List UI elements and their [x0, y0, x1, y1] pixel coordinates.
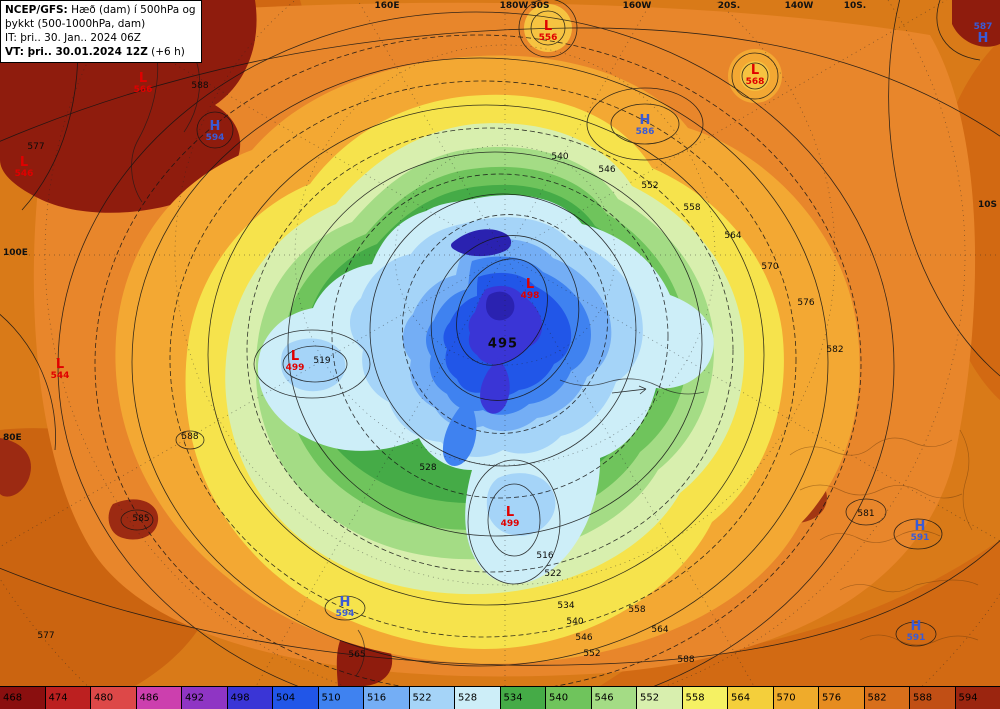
colorbar-cell: 528 [454, 687, 500, 709]
colorbar-cell: 582 [863, 687, 909, 709]
map-title: NCEP/GFS: Hæð (dam) í 500hPa og [5, 3, 196, 17]
colorbar-cell: 492 [181, 687, 227, 709]
colorbar-cell: 588 [909, 687, 955, 709]
colorbar-value: 540 [549, 692, 569, 704]
colorbar-value: 468 [3, 692, 23, 704]
map-subtitle: þykkt (500-1000hPa, dam) [5, 18, 146, 30]
colorbar-value: 588 [913, 692, 933, 704]
colorbar-cell: 552 [636, 687, 682, 709]
colorbar-cell: 516 [363, 687, 409, 709]
colorbar-cell: 498 [226, 687, 272, 709]
colorbar-cell: 558 [681, 687, 727, 709]
colorbar-cell: 474 [44, 687, 90, 709]
colorbar-value: 492 [185, 692, 205, 704]
colorbar-value: 546 [594, 692, 614, 704]
colorbar-value: 564 [731, 692, 751, 704]
colorbar-cell: 576 [818, 687, 864, 709]
colorbar: 468 474 480 486 492 498 504 510 516 522 528 534 540 5… [0, 686, 1000, 709]
colorbar-value: 594 [958, 692, 978, 704]
colorbar-cell: 570 [772, 687, 818, 709]
colorbar-cell: 564 [727, 687, 773, 709]
weather-map [0, 0, 1000, 686]
colorbar-value: 516 [367, 692, 387, 704]
colorbar-value: 522 [412, 692, 432, 704]
colorbar-cell: 534 [499, 687, 545, 709]
colorbar-cell: 480 [90, 687, 136, 709]
colorbar-cell: 510 [317, 687, 363, 709]
colorbar-value: 474 [48, 692, 68, 704]
colorbar-value: 486 [139, 692, 159, 704]
valid-time-main: VT: þri.. 30.01.2024 12Z [5, 46, 148, 58]
terrain-lines [789, 429, 979, 646]
colorbar-value: 558 [685, 692, 705, 704]
colorbar-value: 576 [822, 692, 842, 704]
title-text: Hæð (dam) í 500hPa og [67, 4, 196, 16]
colorbar-value: 534 [503, 692, 523, 704]
colorbar-cell: 486 [135, 687, 181, 709]
valid-time: VT: þri.. 30.01.2024 12Z (+6 h) [5, 45, 196, 59]
colorbar-value: 510 [321, 692, 341, 704]
colorbar-cell: 522 [408, 687, 454, 709]
colorbar-value: 504 [276, 692, 296, 704]
colorbar-value: 480 [94, 692, 114, 704]
thickness-band-blues [257, 194, 714, 584]
colorbar-value: 570 [776, 692, 796, 704]
height-contours [0, 0, 1000, 686]
colorbar-value: 528 [458, 692, 478, 704]
colorbar-value: 498 [230, 692, 250, 704]
colorbar-cell: 504 [272, 687, 318, 709]
colorbar-cell: 546 [590, 687, 636, 709]
product-label: NCEP/GFS: [5, 4, 68, 16]
colorbar-cell: 594 [954, 687, 1000, 709]
colorbar-cell: 540 [545, 687, 591, 709]
colorbar-cell: 468 [0, 687, 45, 709]
valid-time-offset: (+6 h) [147, 46, 185, 58]
init-time: IT: þri.. 30. Jan.. 2024 06Z [5, 32, 141, 44]
graticule [0, 0, 1000, 686]
info-box: NCEP/GFS: Hæð (dam) í 500hPa og þykkt (5… [0, 0, 202, 63]
colorbar-value: 582 [867, 692, 887, 704]
colorbar-value: 552 [640, 692, 660, 704]
